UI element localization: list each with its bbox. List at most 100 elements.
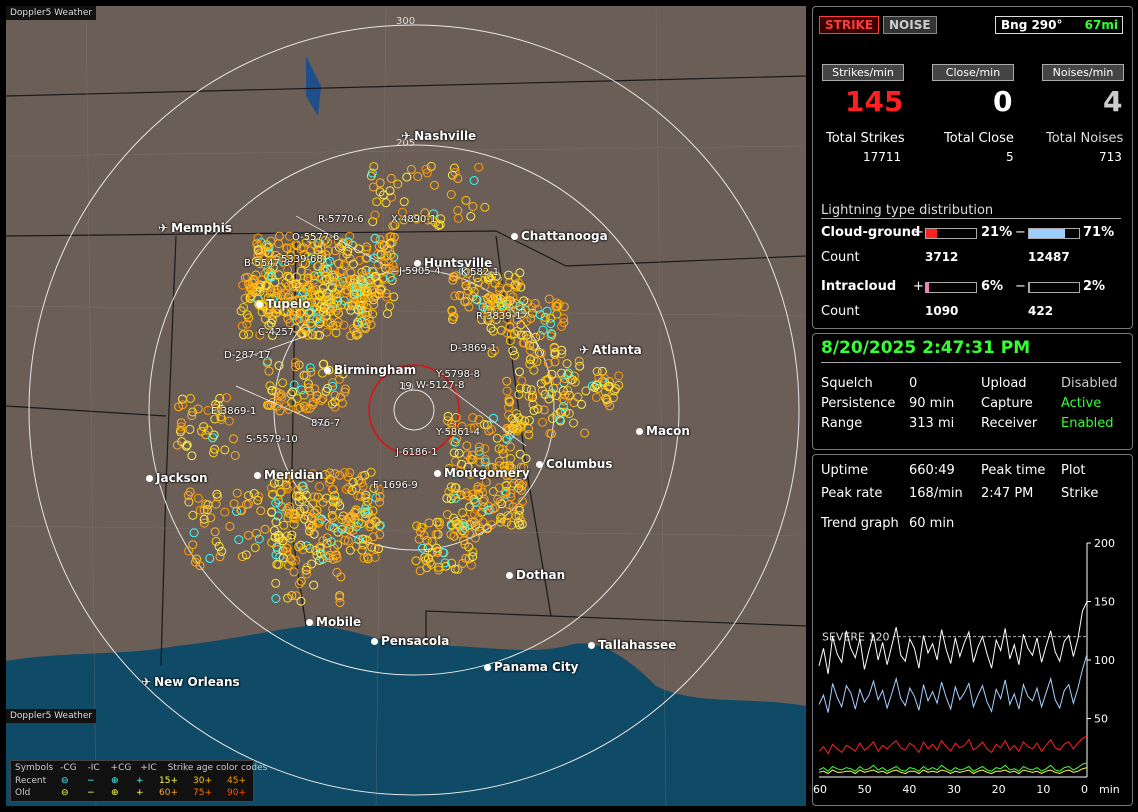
- strike-symbol: [465, 502, 475, 512]
- storm-cell-label[interactable]: R-3839-1: [476, 311, 522, 322]
- y-ticks: 200 150 100 50: [1087, 537, 1115, 726]
- strike-symbol: [350, 274, 360, 284]
- strike-symbol: [313, 238, 323, 248]
- strike-symbol: [434, 520, 444, 530]
- strike-symbol: [488, 504, 498, 514]
- storm-cell-label[interactable]: J-6186-1: [396, 447, 438, 458]
- strike-symbol: [362, 242, 372, 252]
- strike-symbol: [370, 272, 380, 281]
- strike-symbol: [535, 310, 545, 320]
- strike-symbol: [298, 299, 308, 309]
- strike-symbol: [209, 448, 218, 458]
- storm-cell-label[interactable]: 876-7: [311, 418, 341, 429]
- storm-cell-label[interactable]: 5339-68: [281, 254, 323, 265]
- strike-symbol: [264, 242, 274, 252]
- storm-cell-label[interactable]: F-1696-9: [373, 480, 418, 491]
- strike-symbol: [216, 412, 226, 422]
- trend-graph-value[interactable]: 60 min: [909, 516, 955, 531]
- strike-symbol: [375, 529, 385, 539]
- strike-symbol: [304, 383, 313, 393]
- city-name: Nashville: [414, 129, 477, 143]
- strike-symbol: [211, 499, 221, 509]
- strike-toggle-button[interactable]: STRIKE: [819, 16, 880, 34]
- strike-symbol: [480, 454, 490, 464]
- strike-symbol: [457, 421, 467, 431]
- strike-symbol: [328, 320, 338, 330]
- city-birmingham: Birmingham: [324, 363, 416, 377]
- storm-cell-label[interactable]: D-287-17: [224, 350, 271, 361]
- strike-symbol: [495, 285, 504, 295]
- storm-cell-label[interactable]: B-5547-8: [244, 258, 290, 269]
- strike-map[interactable]: Doppler5 Weather Doppler5 Weather 300 20…: [6, 6, 806, 806]
- storm-cell-label[interactable]: R-5770-6: [318, 214, 364, 225]
- strike-symbol: [436, 214, 446, 224]
- strike-symbol: [387, 192, 396, 202]
- strike-symbol: [525, 345, 535, 355]
- old-pos-ic-icon: +: [136, 788, 144, 798]
- strike-symbol: [363, 554, 373, 564]
- storm-cell-label[interactable]: S-5579-10: [246, 434, 298, 445]
- storm-cell-label[interactable]: J-5905-4: [399, 266, 441, 277]
- strike-symbol: [354, 535, 364, 545]
- strike-symbol: [517, 415, 527, 425]
- strike-symbol: [374, 544, 383, 554]
- strike-symbol: [184, 497, 194, 507]
- storm-cell-label[interactable]: Y-5798-8: [436, 369, 480, 380]
- strike-symbol: [368, 182, 378, 192]
- storm-cell-label[interactable]: W-5127-8: [416, 380, 465, 391]
- plot-value[interactable]: Strike: [1061, 486, 1099, 501]
- strike-symbol: [450, 483, 460, 492]
- storm-cell-label[interactable]: O-5577-6: [292, 232, 340, 243]
- strike-symbol: [406, 164, 416, 174]
- close-ring: [368, 364, 460, 456]
- ic-positive-bar: [925, 282, 977, 293]
- storm-cell-label[interactable]: C-4257: [258, 327, 295, 338]
- storm-cell-label[interactable]: K-582-1: [461, 267, 500, 278]
- strike-symbol: [279, 520, 289, 530]
- strike-symbol: [347, 485, 357, 495]
- strike-symbol: [276, 390, 286, 399]
- storm-cell-label[interactable]: X-4890-1: [391, 214, 437, 225]
- strike-symbol: [330, 491, 340, 501]
- strike-symbol: [525, 359, 535, 369]
- storm-cell-label[interactable]: E-3869-1: [211, 406, 257, 417]
- strike-symbol: [431, 529, 441, 539]
- age-90: 90+: [227, 788, 246, 798]
- strike-symbol: [263, 293, 273, 303]
- cloud-ground-label: Cloud-ground: [821, 225, 921, 240]
- old-neg-cg-icon: ⊖: [61, 788, 69, 798]
- noise-toggle-button[interactable]: NOISE: [883, 16, 937, 34]
- strike-symbol: [440, 558, 450, 568]
- storm-cell-label[interactable]: D-3869-1: [450, 343, 497, 354]
- strike-symbol: [342, 249, 352, 259]
- strike-symbol: [217, 546, 227, 556]
- strike-symbol: [320, 470, 330, 479]
- strike-symbol: [451, 271, 461, 281]
- strike-symbol: [498, 444, 507, 454]
- strike-symbol: [364, 314, 374, 324]
- trend-series: [818, 601, 1088, 775]
- strike-symbol: [262, 358, 272, 368]
- strike-symbol: [493, 294, 503, 304]
- strike-symbol: [451, 457, 460, 466]
- strike-symbol: [412, 214, 422, 224]
- storm-cell-label[interactable]: Y-5861-4: [436, 427, 480, 438]
- city-memphis: ✈ Memphis: [158, 221, 232, 235]
- cg-positive-count: 3712: [925, 250, 959, 264]
- strike-symbol: [294, 579, 304, 589]
- strike-symbol: [460, 267, 470, 277]
- strikes-min-button[interactable]: Strikes/min: [822, 64, 904, 81]
- strike-symbol: [483, 301, 493, 311]
- storm-cell-label[interactable]: 19: [399, 381, 412, 392]
- strike-symbol: [319, 303, 329, 313]
- strike-symbol: [283, 314, 293, 324]
- strike-symbol: [290, 514, 300, 524]
- strike-symbol: [357, 478, 367, 488]
- noises-min-button[interactable]: Noises/min: [1042, 64, 1124, 81]
- strike-symbol: [271, 498, 281, 508]
- strike-symbol: [369, 253, 379, 263]
- strike-symbol: [492, 433, 502, 443]
- strike-symbol: [360, 507, 370, 517]
- close-min-button[interactable]: Close/min: [932, 64, 1014, 81]
- strike-symbol: [317, 254, 327, 264]
